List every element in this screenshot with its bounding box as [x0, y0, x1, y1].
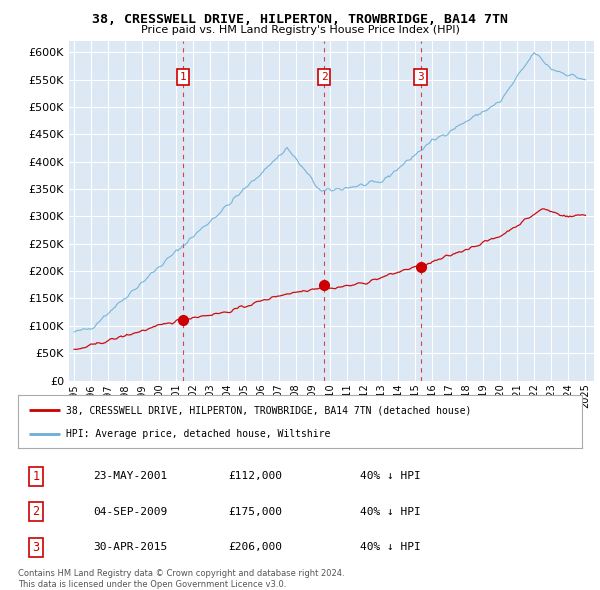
Text: 40% ↓ HPI: 40% ↓ HPI [360, 471, 421, 481]
Text: HPI: Average price, detached house, Wiltshire: HPI: Average price, detached house, Wilt… [66, 428, 331, 438]
Text: 1: 1 [32, 470, 40, 483]
Text: £206,000: £206,000 [228, 542, 282, 552]
Text: £112,000: £112,000 [228, 471, 282, 481]
Text: 23-MAY-2001: 23-MAY-2001 [93, 471, 167, 481]
Text: 38, CRESSWELL DRIVE, HILPERTON, TROWBRIDGE, BA14 7TN (detached house): 38, CRESSWELL DRIVE, HILPERTON, TROWBRID… [66, 405, 472, 415]
Text: Contains HM Land Registry data © Crown copyright and database right 2024.
This d: Contains HM Land Registry data © Crown c… [18, 569, 344, 589]
Text: 2: 2 [321, 72, 328, 82]
Text: Price paid vs. HM Land Registry's House Price Index (HPI): Price paid vs. HM Land Registry's House … [140, 25, 460, 35]
Text: 3: 3 [32, 540, 40, 554]
Text: 38, CRESSWELL DRIVE, HILPERTON, TROWBRIDGE, BA14 7TN: 38, CRESSWELL DRIVE, HILPERTON, TROWBRID… [92, 13, 508, 26]
Text: 3: 3 [417, 72, 424, 82]
Text: 40% ↓ HPI: 40% ↓ HPI [360, 507, 421, 517]
Text: 1: 1 [179, 72, 186, 82]
Text: 30-APR-2015: 30-APR-2015 [93, 542, 167, 552]
Text: £175,000: £175,000 [228, 507, 282, 517]
Text: 2: 2 [32, 505, 40, 519]
Text: 04-SEP-2009: 04-SEP-2009 [93, 507, 167, 517]
Text: 40% ↓ HPI: 40% ↓ HPI [360, 542, 421, 552]
